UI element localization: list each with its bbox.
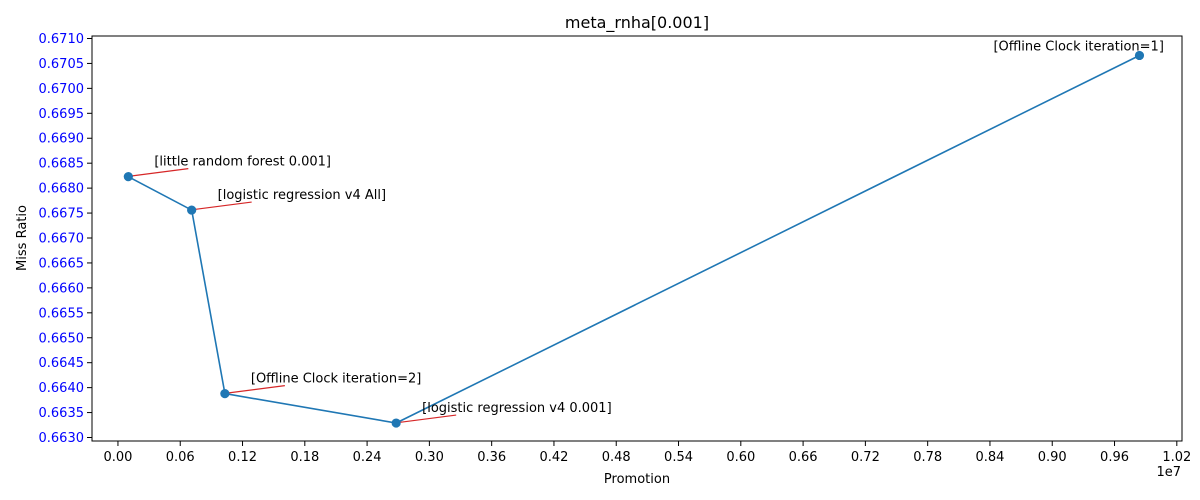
y-tick-label: 0.6645: [39, 356, 85, 371]
y-tick-label: 0.6710: [39, 32, 85, 47]
point-annotation: [logistic regression v4 0.001]: [422, 401, 611, 416]
x-tick-label: 0.06: [166, 450, 195, 465]
x-tick-label: 0.42: [539, 450, 568, 465]
x-tick-label: 0.18: [290, 450, 319, 465]
x-tick-label: 0.78: [913, 450, 942, 465]
point-annotation: [Offline Clock iteration=2]: [251, 372, 421, 387]
data-point-marker: [391, 418, 401, 428]
x-tick-label: 0.36: [477, 450, 506, 465]
y-tick-label: 0.6665: [39, 256, 85, 271]
y-tick-label: 0.6700: [39, 82, 85, 97]
x-tick-label: 1.02: [1162, 450, 1191, 465]
y-tick-label: 0.6635: [39, 406, 85, 421]
x-tick-label: 0.72: [851, 450, 880, 465]
markers: [123, 50, 1145, 428]
y-tick-label: 0.6670: [39, 232, 85, 247]
point-annotation: [little random forest 0.001]: [154, 155, 331, 170]
x-tick-label: 0.84: [975, 450, 1004, 465]
x-tick-label: 0.96: [1100, 450, 1129, 465]
y-tick-label: 0.6640: [39, 381, 85, 396]
annotations: [little random forest 0.001] [logistic re…: [130, 39, 1164, 424]
x-axis-label: Promotion: [604, 472, 670, 487]
point-annotation: [Offline Clock iteration=1]: [993, 39, 1163, 54]
x-tick-label: 0.12: [228, 450, 257, 465]
y-axis-ticks: 0.6630 0.6635 0.6640 0.6645 0.6650 0.6655 0.66…: [39, 32, 92, 446]
x-tick-label: 0.90: [1038, 450, 1067, 465]
annotation-arrow: [226, 385, 285, 394]
point-annotation: [logistic regression v4 All]: [218, 188, 386, 203]
annotation-arrow: [193, 201, 252, 211]
plot-area: 0.00 0.06 0.12 0.18 0.24 0.30 0.36 0.42 0.48 0.54…: [39, 32, 1192, 465]
x-tick-label: 0.30: [415, 450, 444, 465]
x-tick-label: 0.24: [353, 450, 382, 465]
y-tick-label: 0.6680: [39, 182, 85, 197]
chart-title: meta_rnha[0.001]: [565, 13, 709, 33]
y-tick-label: 0.6655: [39, 306, 85, 321]
data-point-marker: [220, 389, 230, 399]
y-tick-label: 0.6650: [39, 331, 85, 346]
y-axis-label: Miss Ratio: [15, 205, 30, 271]
annotation-arrow: [130, 168, 189, 177]
data-point-marker: [123, 172, 133, 182]
x-tick-label: 0.66: [789, 450, 818, 465]
x-tick-label: 0.54: [664, 450, 693, 465]
y-tick-label: 0.6705: [39, 57, 85, 72]
x-tick-label: 0.60: [726, 450, 755, 465]
data-point-marker: [1134, 50, 1145, 61]
annotation-arrow: [398, 414, 457, 424]
y-tick-label: 0.6675: [39, 207, 85, 222]
data-point-marker: [187, 205, 197, 215]
y-tick-label: 0.6685: [39, 157, 85, 172]
y-tick-label: 0.6695: [39, 107, 85, 122]
x-tick-label: 0.00: [103, 450, 132, 465]
x-offset-label: 1e7: [1156, 465, 1181, 480]
y-tick-label: 0.6690: [39, 132, 85, 147]
x-tick-label: 0.48: [602, 450, 631, 465]
y-tick-label: 0.6660: [39, 281, 85, 296]
x-axis-ticks: 0.00 0.06 0.12 0.18 0.24 0.30 0.36 0.42 0.48 0.54…: [103, 441, 1191, 465]
y-tick-label: 0.6630: [39, 431, 85, 446]
